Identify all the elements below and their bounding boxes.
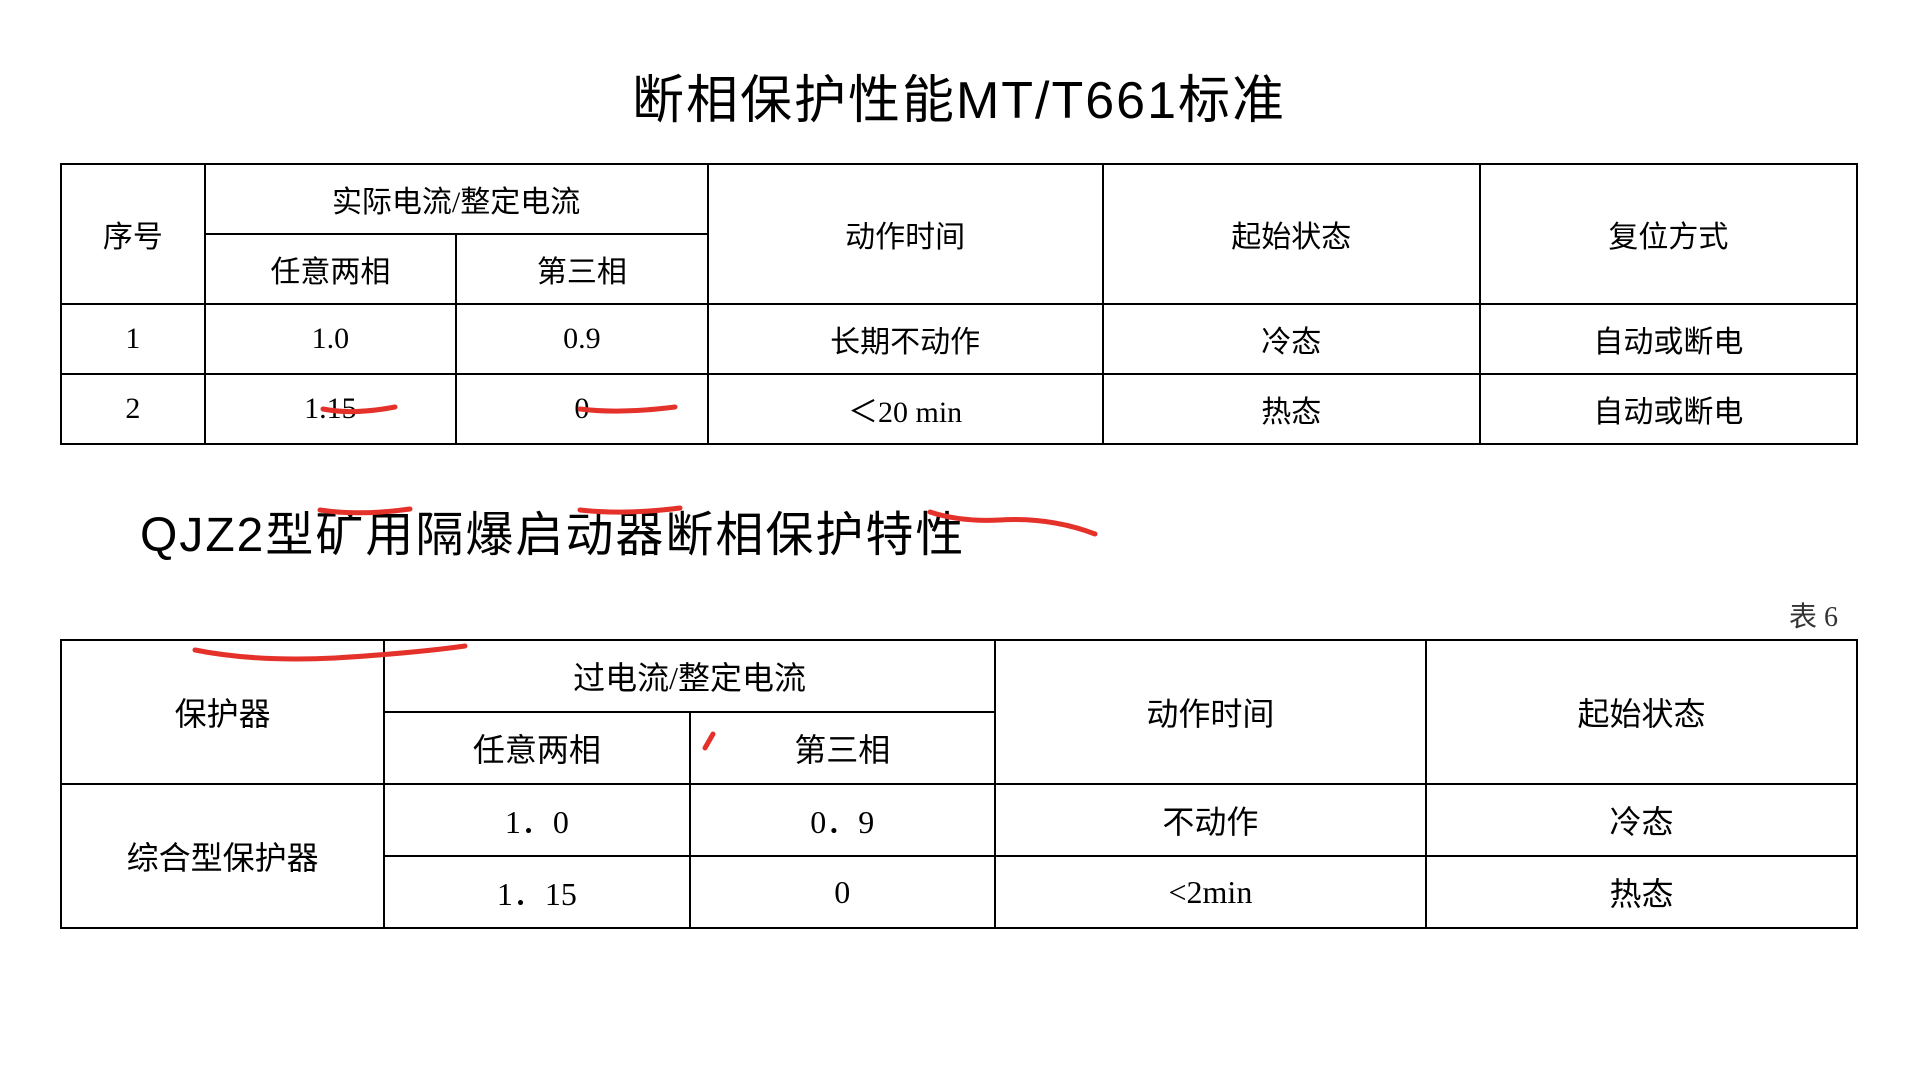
cell: 1．0 bbox=[384, 784, 689, 856]
table2-caption: 表 6 bbox=[0, 595, 1918, 635]
cell: 热态 bbox=[1426, 856, 1857, 928]
cell: 0．9 bbox=[690, 784, 995, 856]
main-title: 断相保护性能MT/T661标准 bbox=[0, 0, 1918, 163]
cell: 1．15 bbox=[384, 856, 689, 928]
th-initial-state2: 起始状态 bbox=[1426, 640, 1857, 784]
cell: 热态 bbox=[1103, 374, 1480, 444]
cell: 冷态 bbox=[1103, 304, 1480, 374]
cell: 2 bbox=[61, 374, 205, 444]
th-current-ratio: 实际电流/整定电流 bbox=[205, 164, 708, 234]
cell-protector-name: 综合型保护器 bbox=[61, 784, 384, 928]
th-seq: 序号 bbox=[61, 164, 205, 304]
sub-title: QJZ2型矿用隔爆启动器断相保护特性 bbox=[0, 495, 1918, 565]
th-action-time: 动作时间 bbox=[708, 164, 1103, 304]
th-third-phase2: 第三相 bbox=[690, 712, 995, 784]
table2-header-row1: 保护器 过电流/整定电流 动作时间 起始状态 bbox=[61, 640, 1857, 712]
th-initial-state: 起始状态 bbox=[1103, 164, 1480, 304]
cell: <2min bbox=[995, 856, 1426, 928]
th-current-ratio2: 过电流/整定电流 bbox=[384, 640, 995, 712]
th-reset-mode: 复位方式 bbox=[1480, 164, 1857, 304]
th-protector: 保护器 bbox=[61, 640, 384, 784]
table2: 保护器 过电流/整定电流 动作时间 起始状态 任意两相 第三相 综合型保护器 1… bbox=[60, 639, 1858, 929]
cell: 自动或断电 bbox=[1480, 304, 1857, 374]
table2-container: 保护器 过电流/整定电流 动作时间 起始状态 任意两相 第三相 综合型保护器 1… bbox=[0, 639, 1918, 929]
cell: 1 bbox=[61, 304, 205, 374]
cell: 冷态 bbox=[1426, 784, 1857, 856]
cell: 1.15 bbox=[205, 374, 456, 444]
cell: 不动作 bbox=[995, 784, 1426, 856]
table1-row-1: 1 1.0 0.9 长期不动作 冷态 自动或断电 bbox=[61, 304, 1857, 374]
table2-row-1: 综合型保护器 1．0 0．9 不动作 冷态 bbox=[61, 784, 1857, 856]
cell: 长期不动作 bbox=[708, 304, 1103, 374]
table1-header-row1: 序号 实际电流/整定电流 动作时间 起始状态 复位方式 bbox=[61, 164, 1857, 234]
cell: 0 bbox=[690, 856, 995, 928]
cell: 0 bbox=[456, 374, 707, 444]
th-two-phase: 任意两相 bbox=[205, 234, 456, 304]
th-third-phase: 第三相 bbox=[456, 234, 707, 304]
table1: 序号 实际电流/整定电流 动作时间 起始状态 复位方式 任意两相 第三相 1 1… bbox=[60, 163, 1858, 445]
table1-container: 序号 实际电流/整定电流 动作时间 起始状态 复位方式 任意两相 第三相 1 1… bbox=[0, 163, 1918, 445]
cell: 0.9 bbox=[456, 304, 707, 374]
cell: 1.0 bbox=[205, 304, 456, 374]
th-action-time2: 动作时间 bbox=[995, 640, 1426, 784]
cell: ＜20 min bbox=[708, 374, 1103, 444]
table1-row-2: 2 1.15 0 ＜20 min 热态 自动或断电 bbox=[61, 374, 1857, 444]
th-two-phase2: 任意两相 bbox=[384, 712, 689, 784]
cell: 自动或断电 bbox=[1480, 374, 1857, 444]
